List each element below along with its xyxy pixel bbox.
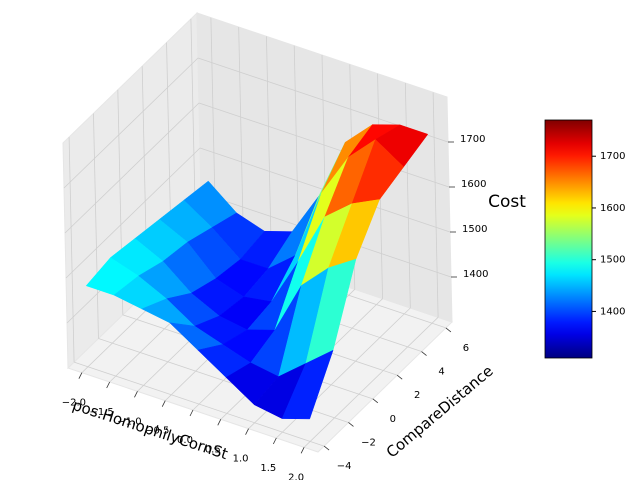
grid-line [303,317,439,448]
tick-mark [323,445,330,451]
grid-line [65,147,201,279]
tick-mark [421,351,427,356]
axes: −2.0 −1.5−1.0 −0.5 0.0 0.5 1.0 1.5 2.0 −4 −2 0 2 4 6 1… [62,134,489,480]
z-axis-label: Cost [488,192,526,212]
y-tick-label: 2 [414,390,420,401]
x-tick-label: 1.5 [260,463,276,474]
x-tick-label: 2.0 [288,472,304,480]
grid-line [432,92,439,318]
tick-mark [217,419,222,426]
y-tick-label: 6 [463,343,469,354]
grid-line [404,82,411,309]
grid-line [63,57,199,189]
colorbar-tick-label: 1600 [600,203,625,214]
z-tick-label: 1600 [461,179,486,190]
tick-mark [189,409,194,417]
y-tick-label: 4 [438,367,444,378]
grid-line [198,102,450,188]
tick-mark [372,398,379,404]
grid-line [68,137,75,363]
y-tick-label: 0 [390,414,396,425]
x-tick-label: 0.5 [205,444,221,455]
z-tick-label: 1400 [463,269,488,280]
colorbar-tick-label: 1400 [600,306,625,317]
x-tick-label: 1.0 [233,454,249,465]
grid-line [266,36,272,262]
colorbar-tick-label: 1500 [600,255,625,266]
tick-mark [272,437,277,445]
tick-mark [161,400,166,407]
y-tick-label: −4 [337,461,352,472]
colorbar [544,119,593,359]
grid-line [93,113,99,339]
tick-mark [445,327,452,333]
x-tick-label: 0.0 [177,435,193,446]
z-tick-label: 1500 [462,224,487,235]
grid-line [238,26,245,253]
z-tick-label: 1700 [460,134,485,145]
y-tick-label: −2 [361,437,376,448]
tick-mark [134,391,138,398]
tick-mark [106,381,111,389]
grid-line [73,361,325,447]
tick-mark [300,447,305,454]
colorbar-tick-label: 1700 [600,151,625,162]
surface-patch [281,349,334,420]
x-tick-label: −2.0 [62,398,86,409]
tick-mark [78,372,83,379]
x-tick-label: −1.0 [117,416,141,427]
x-tick-label: −0.5 [145,426,169,437]
tick-mark [396,374,403,380]
x-tick-label: −1.5 [90,407,114,418]
tick-mark [245,428,249,435]
grid-line [64,102,200,234]
tick-mark [348,422,354,427]
surface [85,124,429,420]
